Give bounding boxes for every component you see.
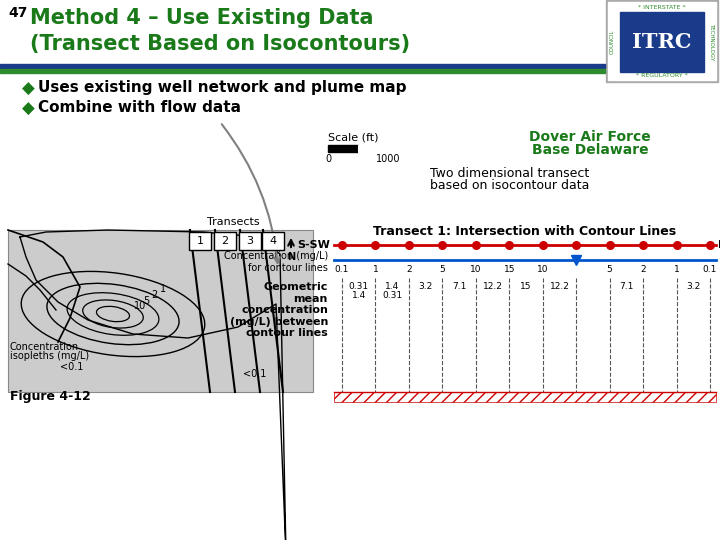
Text: based on isocontour data: based on isocontour data xyxy=(431,179,590,192)
Text: 2: 2 xyxy=(222,236,228,246)
Bar xyxy=(606,0,718,82)
Text: 2: 2 xyxy=(640,265,646,274)
Text: 15: 15 xyxy=(521,282,532,291)
Bar xyxy=(0,64,605,68)
Text: Base Delaware: Base Delaware xyxy=(531,143,648,157)
Text: Two dimensional transect: Two dimensional transect xyxy=(431,167,590,180)
Text: 3.2: 3.2 xyxy=(418,282,433,291)
Text: S-SW: S-SW xyxy=(297,240,330,250)
Bar xyxy=(358,145,388,152)
Text: Dover Air Force: Dover Air Force xyxy=(529,130,651,144)
Bar xyxy=(262,232,284,250)
Text: 5: 5 xyxy=(607,265,613,274)
Bar xyxy=(0,69,605,73)
Bar xyxy=(8,230,313,392)
Text: * REGULATORY *: * REGULATORY * xyxy=(636,73,688,78)
Bar xyxy=(608,2,716,80)
Text: TECHNOLOGY: TECHNOLOGY xyxy=(709,23,714,60)
Text: <0.1: <0.1 xyxy=(243,369,266,379)
Text: 3: 3 xyxy=(246,236,253,246)
Text: 47: 47 xyxy=(8,6,27,20)
Text: Method 4 – Use Existing Data: Method 4 – Use Existing Data xyxy=(30,8,374,28)
Text: 5: 5 xyxy=(439,265,445,274)
Text: isopleths (mg/L): isopleths (mg/L) xyxy=(10,351,89,361)
Text: 5: 5 xyxy=(143,296,149,306)
Text: 1: 1 xyxy=(372,265,378,274)
Text: ◆: ◆ xyxy=(22,100,35,118)
Text: Concentration: Concentration xyxy=(10,342,79,352)
Text: 1000: 1000 xyxy=(376,154,400,164)
Text: 12.2: 12.2 xyxy=(482,282,503,291)
Text: 0.31: 0.31 xyxy=(382,291,402,300)
Text: 10: 10 xyxy=(134,301,146,311)
Text: 0.31: 0.31 xyxy=(348,282,369,291)
Text: Transects: Transects xyxy=(207,217,259,227)
Text: <0.1: <0.1 xyxy=(60,362,84,372)
Text: Combine with flow data: Combine with flow data xyxy=(38,100,241,115)
Text: 4: 4 xyxy=(269,236,276,246)
Text: 10: 10 xyxy=(537,265,549,274)
Bar xyxy=(214,232,236,250)
Text: COUNCIL: COUNCIL xyxy=(610,30,614,54)
Text: ITRC: ITRC xyxy=(632,32,692,52)
Text: Geometric
mean
concentration
(mg/L) between
contour lines: Geometric mean concentration (mg/L) betw… xyxy=(230,282,328,339)
Bar xyxy=(239,232,261,250)
Text: 12.2: 12.2 xyxy=(549,282,570,291)
Text: 1: 1 xyxy=(160,284,166,294)
Text: ◆: ◆ xyxy=(22,80,35,98)
Text: 1: 1 xyxy=(674,265,680,274)
Text: Scale (ft): Scale (ft) xyxy=(328,133,379,143)
Text: Transect 1: Intersection with Contour Lines: Transect 1: Intersection with Contour Li… xyxy=(374,225,677,238)
Text: 1.4: 1.4 xyxy=(385,282,400,291)
Text: 7.1: 7.1 xyxy=(452,282,467,291)
Bar xyxy=(334,392,716,402)
Text: N: N xyxy=(287,252,295,262)
Text: Uses existing well network and plume map: Uses existing well network and plume map xyxy=(38,80,407,95)
Text: Figure 4-12: Figure 4-12 xyxy=(10,390,91,403)
Text: 2: 2 xyxy=(151,290,157,300)
Bar xyxy=(189,232,211,250)
Text: 3.2: 3.2 xyxy=(686,282,701,291)
Text: 10: 10 xyxy=(470,265,482,274)
Text: 1.4: 1.4 xyxy=(351,291,366,300)
Text: 2: 2 xyxy=(406,265,412,274)
Text: 15: 15 xyxy=(503,265,515,274)
Text: 1: 1 xyxy=(197,236,204,246)
Text: 0: 0 xyxy=(325,154,331,164)
Bar xyxy=(328,145,358,152)
Text: * INTERSTATE *: * INTERSTATE * xyxy=(638,5,686,10)
Text: 7.1: 7.1 xyxy=(619,282,634,291)
Bar xyxy=(620,12,704,72)
Text: 0.1: 0.1 xyxy=(335,265,349,274)
Text: 0.1: 0.1 xyxy=(703,265,717,274)
Text: N-NE: N-NE xyxy=(718,240,720,250)
Text: (Transect Based on Isocontours): (Transect Based on Isocontours) xyxy=(30,34,410,54)
Text: Concentration (mg/L)
for contour lines: Concentration (mg/L) for contour lines xyxy=(224,251,328,273)
